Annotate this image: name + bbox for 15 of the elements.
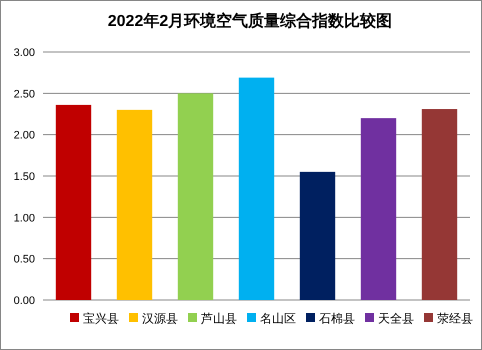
legend-label: 天全县 bbox=[378, 312, 414, 326]
y-tick-label: 1.00 bbox=[14, 212, 35, 224]
legend-label: 宝兴县 bbox=[83, 312, 119, 326]
legend-label: 石棉县 bbox=[319, 312, 355, 326]
y-tick-label: 1.50 bbox=[14, 171, 35, 183]
y-tick-label: 3.00 bbox=[14, 47, 35, 59]
legend-label: 芦山县 bbox=[201, 312, 237, 326]
legend-label: 汉源县 bbox=[142, 312, 178, 326]
legend-label: 荥经县 bbox=[437, 312, 473, 326]
y-tick-label: 2.50 bbox=[14, 88, 35, 100]
y-tick-label: 0.00 bbox=[14, 295, 35, 307]
chart-title: 2022年2月环境空气质量综合指数比较图 bbox=[108, 11, 392, 30]
legend-label: 名山区 bbox=[260, 312, 296, 326]
y-tick-label: 2.00 bbox=[14, 130, 35, 142]
y-tick-label: 0.50 bbox=[14, 254, 35, 266]
